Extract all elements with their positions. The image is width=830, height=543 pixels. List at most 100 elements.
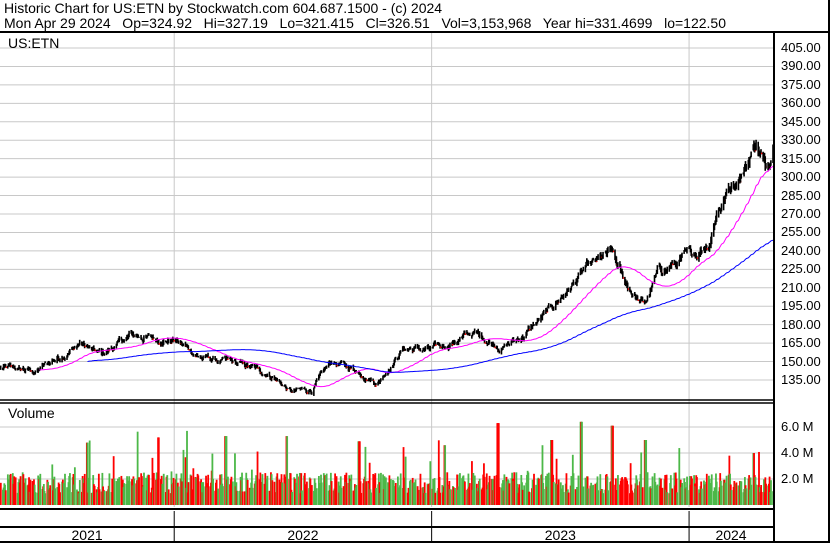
volume-bar bbox=[29, 479, 32, 505]
volume-bar bbox=[166, 475, 169, 505]
volume-panel-label: Volume bbox=[8, 405, 55, 421]
volume-bar bbox=[675, 478, 678, 505]
price-close-tick bbox=[622, 277, 625, 279]
price-close-tick bbox=[10, 365, 13, 367]
volume-tick-label: 4.0 M bbox=[781, 445, 814, 460]
volume-bar bbox=[78, 480, 81, 505]
volume-bar bbox=[128, 476, 131, 505]
volume-bar bbox=[59, 492, 61, 505]
volume-bar bbox=[281, 482, 284, 505]
volume-bar bbox=[438, 476, 441, 505]
volume-bar bbox=[557, 479, 560, 505]
volume-bar bbox=[493, 475, 496, 505]
volume-bar bbox=[533, 473, 535, 505]
price-tick-label: 240.00 bbox=[781, 242, 821, 258]
price-tick-label: 135.00 bbox=[781, 372, 821, 387]
price-close-tick bbox=[188, 349, 190, 351]
quote-summary: Mon Apr 29 2024 Op=324.92 Hi=327.19 Lo=3… bbox=[4, 15, 726, 31]
volume-bar bbox=[541, 445, 544, 505]
volume-bar bbox=[197, 475, 200, 505]
volume-bar bbox=[485, 473, 488, 505]
volume-bar bbox=[750, 484, 753, 505]
volume-bar bbox=[629, 463, 632, 505]
volume-bar bbox=[358, 441, 361, 505]
volume-bar bbox=[167, 489, 170, 505]
price-close-tick bbox=[349, 368, 352, 370]
volume-bar bbox=[631, 492, 634, 505]
price-close-tick bbox=[375, 385, 377, 387]
volume-bar bbox=[402, 447, 405, 505]
volume-bar bbox=[384, 477, 387, 505]
volume-bar bbox=[118, 477, 121, 505]
price-close-tick bbox=[440, 346, 442, 349]
year-label: 2023 bbox=[544, 527, 576, 543]
volume-bar bbox=[151, 457, 154, 505]
price-close-tick bbox=[94, 349, 97, 352]
volume-bar bbox=[612, 425, 614, 505]
volume-bar bbox=[700, 488, 703, 505]
volume-bar bbox=[300, 473, 303, 505]
volume-bar bbox=[449, 489, 451, 505]
volume-bar bbox=[227, 476, 229, 505]
moving-average-short-line bbox=[39, 165, 774, 388]
price-tick-label: 270.00 bbox=[781, 206, 821, 221]
volume-bar bbox=[355, 484, 358, 505]
price-tick-label: 345.00 bbox=[781, 113, 821, 129]
price-close-tick bbox=[612, 250, 615, 253]
volume-bar bbox=[459, 473, 461, 505]
volume-bar bbox=[241, 472, 243, 505]
volume-bar bbox=[202, 482, 205, 505]
volume-bar bbox=[488, 475, 491, 505]
volume-bar bbox=[640, 452, 643, 505]
volume-bar bbox=[266, 475, 269, 505]
volume-bar bbox=[306, 481, 308, 505]
volume-bar bbox=[523, 485, 526, 505]
volume-bar bbox=[19, 476, 22, 505]
volume-bar bbox=[212, 478, 214, 505]
volume-bar bbox=[276, 473, 279, 505]
volume-bar bbox=[437, 440, 440, 505]
volume-bar bbox=[49, 485, 52, 505]
volume-bar bbox=[296, 473, 298, 505]
volume-bar bbox=[152, 472, 155, 505]
volume-bar bbox=[73, 467, 76, 505]
volume-bar bbox=[419, 473, 422, 505]
volume-bar bbox=[83, 473, 86, 505]
volume-bar bbox=[641, 487, 644, 505]
volume-bar bbox=[44, 493, 47, 505]
volume-bar bbox=[770, 480, 772, 505]
year-label: 2022 bbox=[287, 527, 319, 543]
price-close-tick bbox=[435, 344, 437, 346]
price-tick-label: 300.00 bbox=[781, 169, 821, 185]
volume-bar bbox=[552, 481, 555, 505]
volume-bar bbox=[473, 475, 476, 505]
price-close-tick bbox=[5, 366, 8, 369]
volume-bar bbox=[587, 488, 590, 505]
volume-bar bbox=[399, 473, 402, 505]
volume-bar bbox=[676, 492, 679, 505]
price-close-tick bbox=[158, 343, 161, 345]
volume-bar bbox=[508, 483, 511, 505]
volume-bar bbox=[551, 440, 554, 505]
volume-bar bbox=[289, 473, 292, 505]
volume-bar bbox=[478, 478, 481, 505]
volume-bar bbox=[24, 478, 27, 505]
volume-bar bbox=[225, 436, 228, 505]
volume-bar bbox=[577, 475, 580, 505]
volume-bar bbox=[389, 479, 392, 505]
volume-bar bbox=[602, 493, 605, 505]
volume-bar bbox=[617, 475, 619, 505]
volume-tick-label: 6.0 M bbox=[781, 419, 814, 434]
volume-bar bbox=[518, 484, 521, 505]
volume-bar bbox=[380, 472, 382, 505]
volume-bar bbox=[513, 472, 516, 505]
symbol-label: US:ETN bbox=[8, 35, 60, 51]
price-tick-label: 315.00 bbox=[781, 150, 821, 166]
volume-bar bbox=[14, 477, 17, 505]
price-close-tick bbox=[464, 333, 467, 335]
price-tick-label: 405.00 bbox=[781, 40, 821, 55]
volume-bar bbox=[497, 423, 500, 505]
volume-bar bbox=[636, 485, 639, 505]
price-close-tick bbox=[336, 364, 338, 367]
